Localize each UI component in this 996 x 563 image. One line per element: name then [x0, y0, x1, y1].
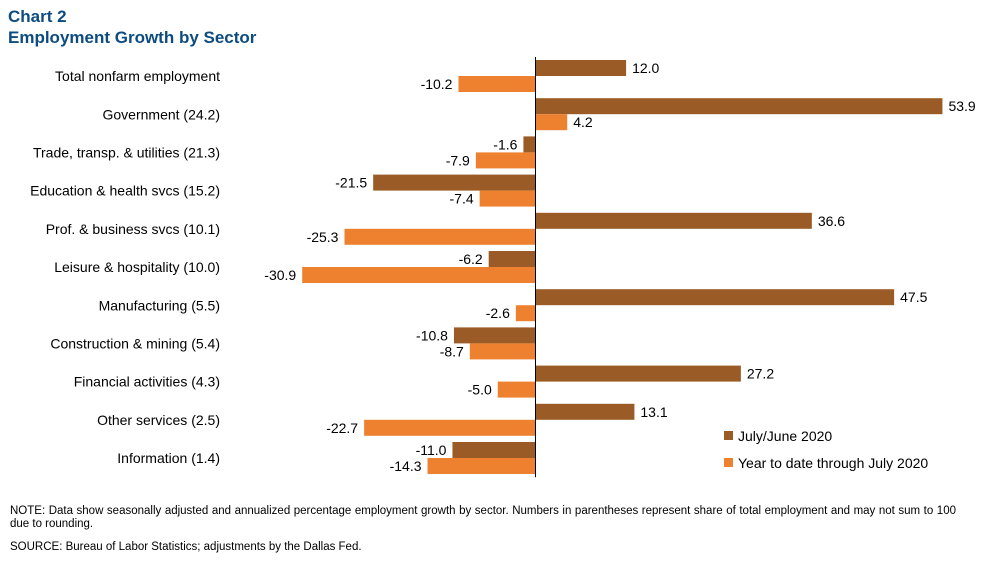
bar [535, 114, 568, 131]
data-label: -6.2 [459, 251, 483, 267]
bar [535, 98, 943, 115]
bar [523, 136, 536, 153]
data-label: 4.2 [573, 114, 593, 130]
bar [497, 381, 536, 398]
legend-label: July/June 2020 [738, 428, 832, 444]
bar [344, 228, 536, 245]
data-label: -7.9 [446, 152, 470, 168]
chart-title: Chart 2 Employment Growth by Sector [8, 6, 256, 48]
data-label: -25.3 [307, 229, 339, 245]
data-label: -1.6 [493, 136, 517, 152]
data-label: -8.7 [440, 343, 464, 359]
category-label: Total nonfarm employment [55, 68, 220, 84]
data-label: -30.9 [264, 267, 296, 283]
legend-swatch [724, 431, 733, 440]
data-label: -10.2 [421, 76, 453, 92]
chart-source: SOURCE: Bureau of Labor Statistics; adju… [10, 541, 362, 553]
data-label: 12.0 [632, 60, 659, 76]
data-label: -7.4 [450, 191, 474, 207]
data-label: -10.8 [416, 327, 448, 343]
bar [469, 343, 536, 360]
bar [452, 442, 536, 458]
category-label: Manufacturing (5.5) [99, 297, 220, 313]
chart-heading: Employment Growth by Sector [8, 28, 257, 47]
bar [535, 289, 895, 306]
bar [458, 76, 536, 92]
data-label: -5.0 [468, 382, 492, 398]
data-label: -21.5 [335, 175, 367, 191]
data-label: -2.6 [486, 305, 510, 321]
legend-swatch [724, 458, 733, 467]
bar [515, 305, 536, 322]
category-label: Prof. & business svcs (10.1) [46, 221, 220, 237]
bar [373, 174, 536, 191]
category-label: Education & health svcs (15.2) [30, 183, 220, 199]
data-label: 13.1 [640, 404, 667, 420]
bar [453, 327, 536, 344]
bar [427, 458, 536, 474]
bar [479, 190, 536, 207]
data-label: -14.3 [390, 458, 422, 474]
data-label: -11.0 [416, 442, 447, 458]
bar [475, 152, 536, 169]
bar [535, 60, 627, 76]
chart-number: Chart 2 [8, 7, 67, 26]
legend-label: Year to date through July 2020 [738, 455, 928, 471]
category-label: Government (24.2) [103, 106, 221, 122]
bar [535, 365, 741, 382]
bar [302, 267, 536, 283]
data-label: 53.9 [948, 98, 975, 114]
bar [535, 403, 635, 420]
category-label: Leisure & hospitality (10.0) [54, 259, 220, 275]
bar [364, 419, 536, 436]
bar [488, 251, 536, 267]
category-label: Trade, transp. & utilities (21.3) [33, 145, 220, 161]
chart-note: NOTE: Data show seasonally adjusted and … [10, 505, 956, 530]
category-label: Other services (2.5) [97, 412, 220, 428]
data-label: -22.7 [326, 420, 358, 436]
category-label: Financial activities (4.3) [74, 374, 220, 390]
data-label: 47.5 [900, 289, 927, 305]
data-label: 27.2 [747, 366, 774, 382]
category-label: Construction & mining (5.4) [50, 336, 220, 352]
category-label: Information (1.4) [117, 450, 220, 466]
bar [535, 212, 812, 229]
bar-chart: Total nonfarm employment 12.0 -10.2 Governm… [30, 57, 976, 478]
data-label: 36.6 [818, 213, 845, 229]
